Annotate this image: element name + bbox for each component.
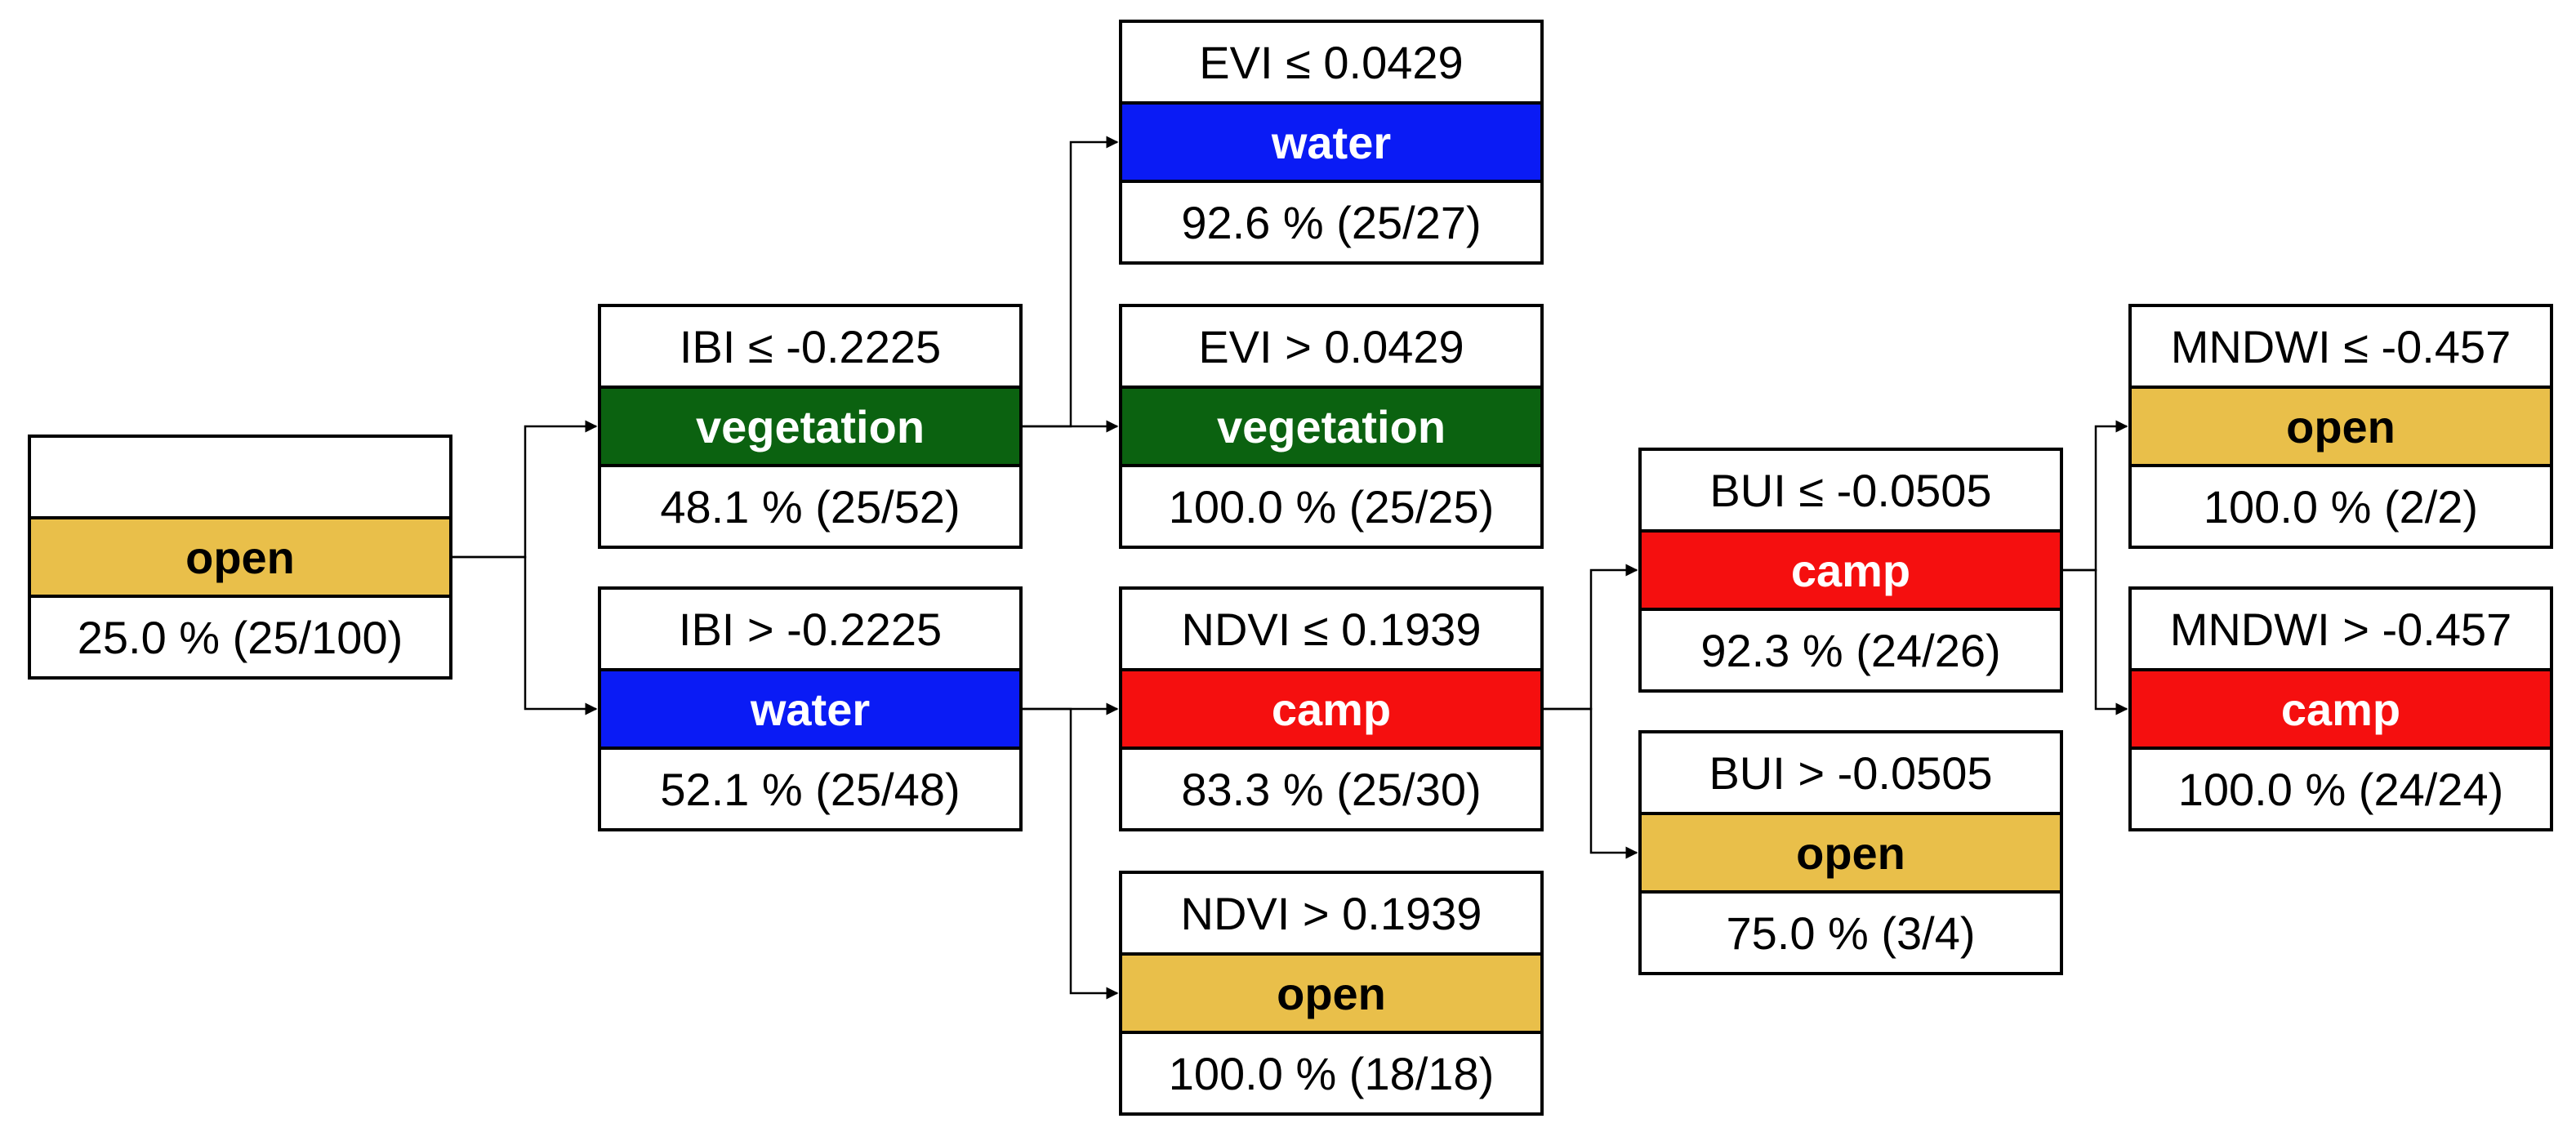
node-stats: 83.3 % (25/30) — [1181, 763, 1482, 815]
node-stats: 100.0 % (18/18) — [1168, 1047, 1495, 1099]
node-class: camp — [2132, 668, 2550, 750]
node-class: open — [2132, 386, 2550, 467]
node-class: vegetation — [1122, 386, 1540, 467]
tree-node-bui-gt: BUI > -0.0505 open 75.0 % (3/4) — [1638, 730, 2063, 975]
edge-ndvi_le-to-bui_gt — [1544, 707, 1638, 859]
node-class: camp — [1642, 529, 2060, 611]
node-condition: EVI > 0.0429 — [1198, 320, 1464, 372]
node-stats: 25.0 % (25/100) — [77, 611, 403, 663]
node-class: open — [1122, 952, 1540, 1034]
node-condition: IBI ≤ -0.2225 — [679, 320, 942, 372]
tree-node-ibi-le: IBI ≤ -0.2225 vegetation 48.1 % (25/52) — [598, 304, 1023, 549]
tree-node-ibi-gt: IBI > -0.2225 water 52.1 % (25/48) — [598, 586, 1023, 831]
node-class: open — [1642, 812, 2060, 894]
tree-node-bui-le: BUI ≤ -0.0505 camp 92.3 % (24/26) — [1638, 448, 2063, 693]
node-stats: 100.0 % (25/25) — [1168, 480, 1495, 533]
edge-ibi_gt-to-ndvi_gt — [1023, 707, 1119, 1000]
node-condition: MNDWI > -0.457 — [2169, 603, 2512, 655]
node-stats: 52.1 % (25/48) — [660, 763, 960, 815]
node-stats: 92.3 % (24/26) — [1700, 624, 2001, 676]
edge-root-to-ibi_gt — [452, 555, 598, 715]
node-condition: IBI > -0.2225 — [678, 603, 943, 655]
node-condition: BUI > -0.0505 — [1709, 747, 1993, 799]
tree-node-evi-gt: EVI > 0.0429 vegetation 100.0 % (25/25) — [1119, 304, 1544, 549]
node-stats: 100.0 % (24/24) — [2177, 763, 2504, 815]
edge-ibi_le-to-evi_le — [1023, 136, 1119, 428]
node-condition: NDVI ≤ 0.1939 — [1181, 603, 1482, 655]
tree-node-mndwi-le: MNDWI ≤ -0.457 open 100.0 % (2/2) — [2128, 304, 2553, 549]
node-stats: 75.0 % (3/4) — [1726, 907, 1976, 959]
node-condition: MNDWI ≤ -0.457 — [2170, 320, 2511, 372]
node-class: water — [1122, 101, 1540, 183]
node-class: camp — [1122, 668, 1540, 750]
edge-ndvi_le-to-bui_le — [1544, 564, 1638, 711]
tree-node-ndvi-gt: NDVI > 0.1939 open 100.0 % (18/18) — [1119, 871, 1544, 1116]
node-class: open — [31, 516, 449, 598]
node-class: vegetation — [601, 386, 1019, 467]
edge-bui_le-to-mndwi_gt — [2063, 568, 2128, 715]
node-condition: NDVI > 0.1939 — [1180, 887, 1482, 939]
node-stats: 100.0 % (2/2) — [2203, 480, 2479, 533]
edge-bui_le-to-mndwi_le — [2063, 420, 2128, 572]
node-condition — [31, 438, 449, 516]
node-class: water — [601, 668, 1019, 750]
edge-root-to-ibi_le — [452, 420, 598, 559]
node-stats: 92.6 % (25/27) — [1181, 196, 1482, 248]
tree-node-mndwi-gt: MNDWI > -0.457 camp 100.0 % (24/24) — [2128, 586, 2553, 831]
tree-node-root: open 25.0 % (25/100) — [28, 435, 452, 680]
tree-node-evi-le: EVI ≤ 0.0429 water 92.6 % (25/27) — [1119, 20, 1544, 265]
node-stats: 48.1 % (25/52) — [660, 480, 960, 533]
node-condition: BUI ≤ -0.0505 — [1709, 464, 1992, 516]
node-condition: EVI ≤ 0.0429 — [1199, 36, 1464, 88]
tree-node-ndvi-le: NDVI ≤ 0.1939 camp 83.3 % (25/30) — [1119, 586, 1544, 831]
